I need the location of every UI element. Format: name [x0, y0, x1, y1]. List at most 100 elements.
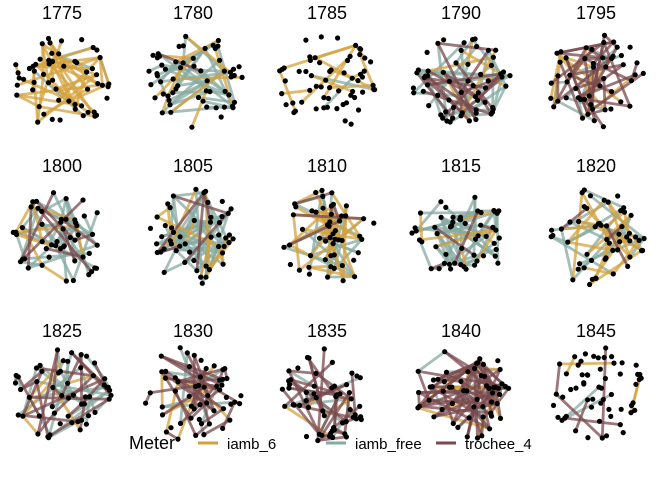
network-node	[296, 267, 302, 273]
network-node	[169, 225, 175, 231]
network-node	[74, 223, 80, 229]
network-node	[211, 408, 217, 414]
network-node	[206, 267, 212, 273]
edge-iamb_6	[31, 200, 44, 244]
network-node	[313, 83, 319, 89]
network-node	[40, 71, 47, 77]
node-layer	[548, 32, 646, 130]
network-node	[30, 87, 36, 93]
network-node	[497, 366, 503, 373]
network-node	[567, 219, 573, 225]
network-node	[328, 67, 334, 73]
network-node	[639, 248, 645, 254]
network-node	[600, 124, 607, 130]
network-node	[57, 421, 63, 427]
network-node	[372, 87, 378, 93]
network-node	[190, 55, 196, 61]
network-node	[359, 74, 365, 80]
network-node	[182, 259, 188, 265]
network-node	[448, 266, 454, 272]
network-node	[216, 243, 222, 250]
network-node	[435, 92, 441, 98]
network-node	[54, 347, 61, 353]
network-node	[215, 37, 221, 44]
network-node	[641, 235, 647, 242]
network-node	[340, 101, 346, 108]
network-node	[239, 74, 245, 80]
network-node	[633, 362, 639, 368]
edge-trochee_4	[591, 40, 616, 65]
network-node	[434, 231, 440, 237]
edge-trochee_4	[16, 413, 80, 424]
network-node	[330, 434, 336, 441]
network-node	[627, 254, 633, 260]
edge-layer	[416, 350, 511, 440]
network-node	[204, 104, 210, 110]
network-node	[320, 205, 326, 211]
network-node	[576, 218, 582, 225]
network-node	[339, 237, 345, 244]
edge-iamb_6	[571, 191, 584, 282]
network-node	[58, 38, 65, 44]
network-node	[634, 60, 640, 66]
edge-iamb_6	[15, 56, 102, 87]
network-node	[472, 36, 478, 42]
network-node	[478, 222, 484, 228]
network-node	[191, 63, 197, 69]
network-node	[425, 68, 431, 74]
edge-iamb_6	[419, 211, 424, 244]
network-node	[292, 201, 298, 207]
network-node	[90, 44, 96, 51]
edge-trochee_4	[171, 194, 230, 215]
network-node	[82, 394, 88, 400]
network-node	[485, 47, 491, 53]
network-node	[349, 370, 355, 376]
network-node	[492, 253, 498, 259]
network-node	[25, 265, 31, 271]
network-node	[313, 106, 319, 112]
facet-label: 1845	[576, 321, 616, 341]
network-node	[13, 62, 19, 68]
network-node	[226, 92, 232, 98]
network-node	[439, 406, 445, 413]
edge-trochee_4	[591, 65, 595, 111]
network-node	[318, 84, 324, 90]
network-node	[201, 432, 207, 438]
network-node	[143, 400, 149, 406]
network-node	[463, 266, 469, 272]
network-node	[237, 401, 243, 407]
network-node	[489, 109, 496, 115]
network-node	[79, 37, 85, 43]
network-node	[472, 262, 478, 268]
network-node	[348, 396, 354, 402]
network-node	[493, 47, 499, 53]
network-node	[77, 427, 83, 433]
network-node	[93, 112, 100, 118]
network-node	[148, 82, 154, 88]
network-node	[212, 45, 218, 52]
network-node	[170, 229, 177, 235]
network-node	[320, 193, 326, 199]
edge-iamb_free	[563, 385, 601, 420]
network-node	[173, 248, 179, 254]
network-node	[459, 245, 465, 251]
network-node	[47, 432, 53, 438]
network-node	[39, 262, 45, 268]
edge-iamb_free	[448, 100, 487, 124]
legend-label-trochee_4: trochee_4	[465, 436, 532, 453]
network-node	[415, 67, 421, 73]
network-node	[227, 417, 233, 423]
node-layer	[415, 349, 512, 441]
network-node	[321, 95, 327, 101]
network-node	[172, 375, 178, 381]
network-node	[627, 238, 633, 244]
network-node	[628, 402, 635, 409]
network-node	[203, 365, 209, 372]
network-node	[450, 115, 456, 121]
network-node	[478, 71, 484, 77]
network-node	[50, 77, 56, 83]
network-node	[203, 88, 209, 94]
network-node	[458, 47, 464, 54]
node-layer	[143, 345, 244, 442]
network-node	[618, 99, 624, 105]
